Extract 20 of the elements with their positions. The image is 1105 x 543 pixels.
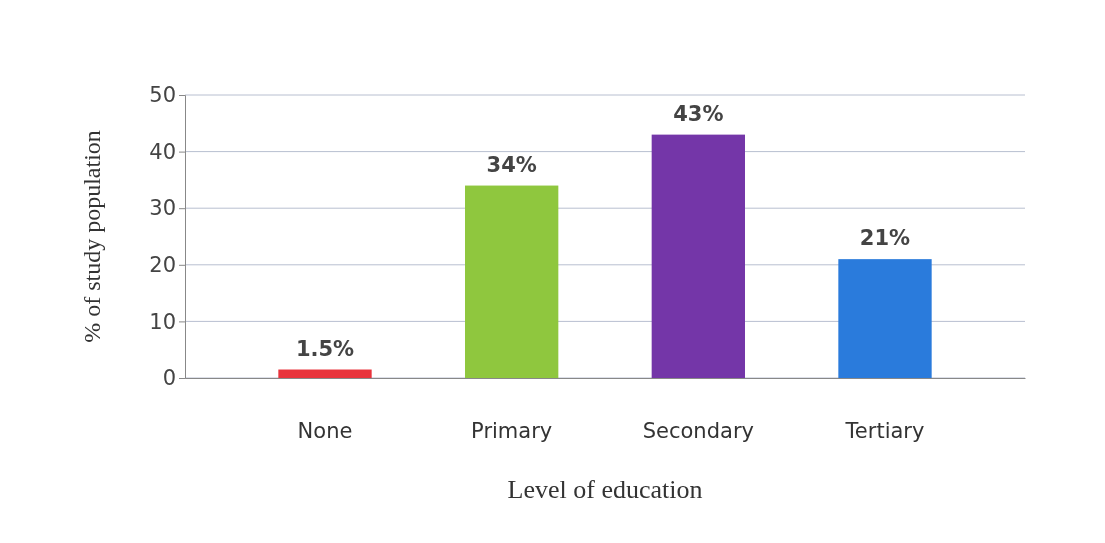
data-label: 34% — [486, 152, 537, 177]
bar — [838, 259, 932, 378]
data-label: 43% — [673, 101, 724, 126]
x-tick-label: Primary — [471, 418, 553, 443]
bar — [465, 185, 559, 378]
y-tick-label: 40 — [149, 139, 176, 164]
y-tick-label: 20 — [149, 253, 176, 278]
x-tick-label: Tertiary — [844, 418, 925, 443]
y-axis-title: % of study population — [79, 130, 105, 343]
x-tick-label: None — [297, 418, 353, 443]
data-label: 1.5% — [295, 336, 355, 361]
x-axis-title: Level of education — [507, 475, 703, 504]
bar — [651, 134, 745, 378]
y-tick-label: 0 — [162, 366, 176, 391]
y-tick-label: 30 — [149, 196, 176, 221]
y-tick-label: 10 — [149, 309, 176, 334]
x-tick-label: Secondary — [642, 418, 754, 443]
y-tick-label: 50 — [149, 83, 176, 108]
data-label: 21% — [859, 226, 911, 251]
bar — [278, 369, 372, 378]
